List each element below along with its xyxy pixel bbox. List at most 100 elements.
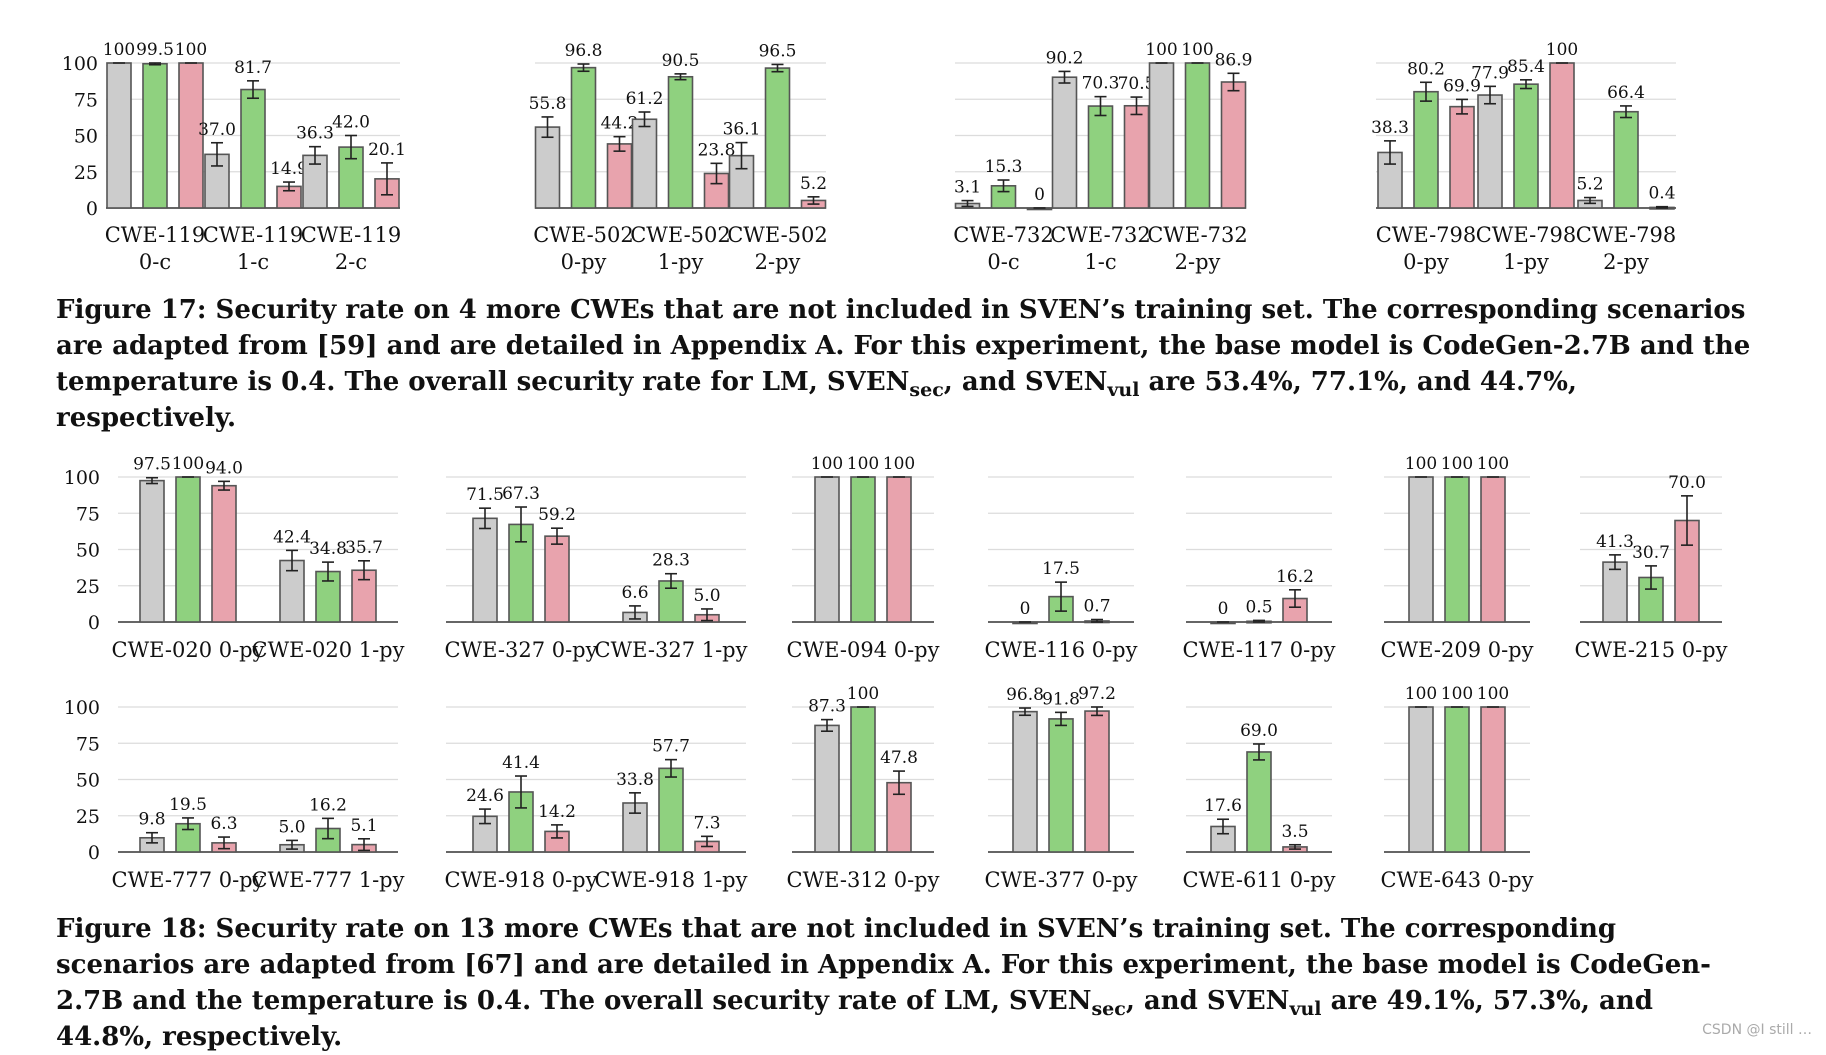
bar-sven-vul [1123, 104, 1150, 209]
bar-sven-vul [351, 569, 377, 623]
data-label: 90.5 [662, 51, 700, 71]
bar-sven-vul [544, 535, 570, 623]
x-category-label: CWE-798 [1476, 223, 1577, 247]
bar-lm [1148, 62, 1175, 209]
data-label: 34.8 [309, 539, 347, 559]
data-label: 90.2 [1046, 48, 1084, 68]
data-label: 0.5 [1245, 597, 1272, 617]
bar-lm [1408, 476, 1434, 623]
x-category-label: CWE-798 [1576, 223, 1677, 247]
y-tick-label: 50 [76, 770, 100, 792]
y-tick-label: 50 [74, 126, 98, 148]
caption-text: Figure 18: Security rate on 13 more CWEs… [56, 914, 1711, 1016]
data-label: 100 [1405, 454, 1437, 474]
caption-text: , and SVEN [1125, 986, 1290, 1016]
data-label: 87.3 [808, 697, 846, 717]
x-category-label: CWE-020 1-py [252, 638, 405, 662]
data-label: 67.3 [502, 484, 540, 504]
bar-sven-sec [667, 75, 694, 209]
data-label: 37.0 [198, 120, 236, 140]
data-label: 100 [1477, 454, 1509, 474]
caption-subscript-vul: vul [1289, 998, 1322, 1020]
data-label: 16.2 [309, 795, 347, 815]
bar-sven-vul [1084, 710, 1110, 853]
y-tick-label: 100 [62, 53, 98, 75]
x-category-label: CWE-377 0-py [985, 868, 1138, 892]
x-category-label: CWE-119 [301, 223, 402, 247]
x-category-label: CWE-116 0-py [985, 638, 1138, 662]
data-label: 15.3 [985, 157, 1023, 177]
x-category-label: CWE-732 [953, 223, 1054, 247]
data-label: 42.4 [273, 527, 311, 547]
x-category-label: CWE-502 [727, 223, 828, 247]
x-category-sublabel: 1-c [237, 250, 269, 274]
x-category-label: CWE-918 0-py [445, 868, 598, 892]
data-label: 70.3 [1082, 74, 1120, 94]
x-category-label: CWE-732 [1050, 223, 1151, 247]
data-label: 85.4 [1507, 57, 1545, 77]
data-label: 0.7 [1083, 597, 1110, 617]
data-label: 0 [1020, 599, 1031, 619]
bar-sven-sec [1513, 83, 1539, 209]
bar-sven-sec [175, 476, 201, 623]
data-label: 97.2 [1078, 684, 1116, 704]
bar-sven-sec [850, 476, 876, 623]
y-tick-label: 50 [76, 540, 100, 562]
x-category-sublabel: 2-py [1175, 250, 1221, 274]
data-label: 28.3 [652, 551, 690, 571]
x-category-label: CWE-215 0-py [1575, 638, 1728, 662]
data-label: 81.7 [234, 58, 272, 78]
x-category-label: CWE-502 [630, 223, 731, 247]
data-label: 0 [1218, 599, 1229, 619]
figure-18-caption: Figure 18: Security rate on 13 more CWEs… [56, 911, 1756, 1055]
data-label: 5.2 [800, 174, 827, 194]
data-label: 20.1 [368, 140, 406, 160]
data-label: 17.5 [1042, 559, 1080, 579]
data-label: 42.0 [332, 113, 370, 133]
data-label: 36.3 [296, 124, 334, 144]
data-label: 3.5 [1281, 822, 1308, 842]
x-category-label: CWE-209 0-py [1381, 638, 1534, 662]
data-label: 80.2 [1407, 59, 1445, 79]
data-label: 100 [811, 454, 843, 474]
data-label: 96.8 [1006, 685, 1044, 705]
bar-sven-sec [1444, 706, 1470, 853]
x-category-sublabel: 2-py [1603, 250, 1649, 274]
data-label: 100 [1181, 40, 1213, 60]
caption-subscript-sec: sec [1091, 998, 1126, 1020]
bar-lm [814, 724, 840, 853]
bar-sven-vul [886, 476, 912, 623]
y-tick-label: 75 [76, 733, 100, 755]
data-label: 44.2 [601, 114, 639, 134]
data-label: 100 [103, 40, 135, 60]
data-label: 94.0 [205, 458, 243, 478]
data-label: 33.8 [616, 770, 654, 790]
data-label: 35.7 [345, 538, 383, 558]
caption-subscript-vul: vul [1107, 379, 1140, 401]
bar-sven-sec [1613, 110, 1639, 209]
data-label: 100 [175, 40, 207, 60]
data-label: 66.4 [1607, 83, 1645, 103]
data-label: 30.7 [1632, 543, 1670, 563]
caption-text: , and SVEN [943, 367, 1108, 397]
y-tick-label: 25 [76, 806, 100, 828]
data-label: 99.5 [136, 40, 174, 60]
x-category-sublabel: 0-c [987, 250, 1019, 274]
x-category-label: CWE-327 1-py [595, 638, 748, 662]
bar-lm [1477, 94, 1503, 209]
bar-sven-vul [1220, 81, 1247, 209]
bar-sven-sec [1184, 62, 1211, 209]
caption-text: are 53.4%, 77.1%, and 44.7%, respectivel… [56, 367, 1577, 433]
data-label: 70.0 [1668, 473, 1706, 493]
data-label: 100 [1405, 684, 1437, 704]
x-category-label: CWE-119 [203, 223, 304, 247]
figure-17-caption: Figure 17: Security rate on 4 more CWEs … [56, 292, 1756, 436]
data-label: 5.0 [693, 586, 720, 606]
data-label: 6.3 [210, 814, 237, 834]
x-category-sublabel: 1-py [658, 250, 704, 274]
data-label: 71.5 [466, 485, 504, 505]
data-label: 41.4 [502, 753, 540, 773]
data-label: 5.0 [278, 817, 305, 837]
bar-lm [534, 126, 561, 209]
